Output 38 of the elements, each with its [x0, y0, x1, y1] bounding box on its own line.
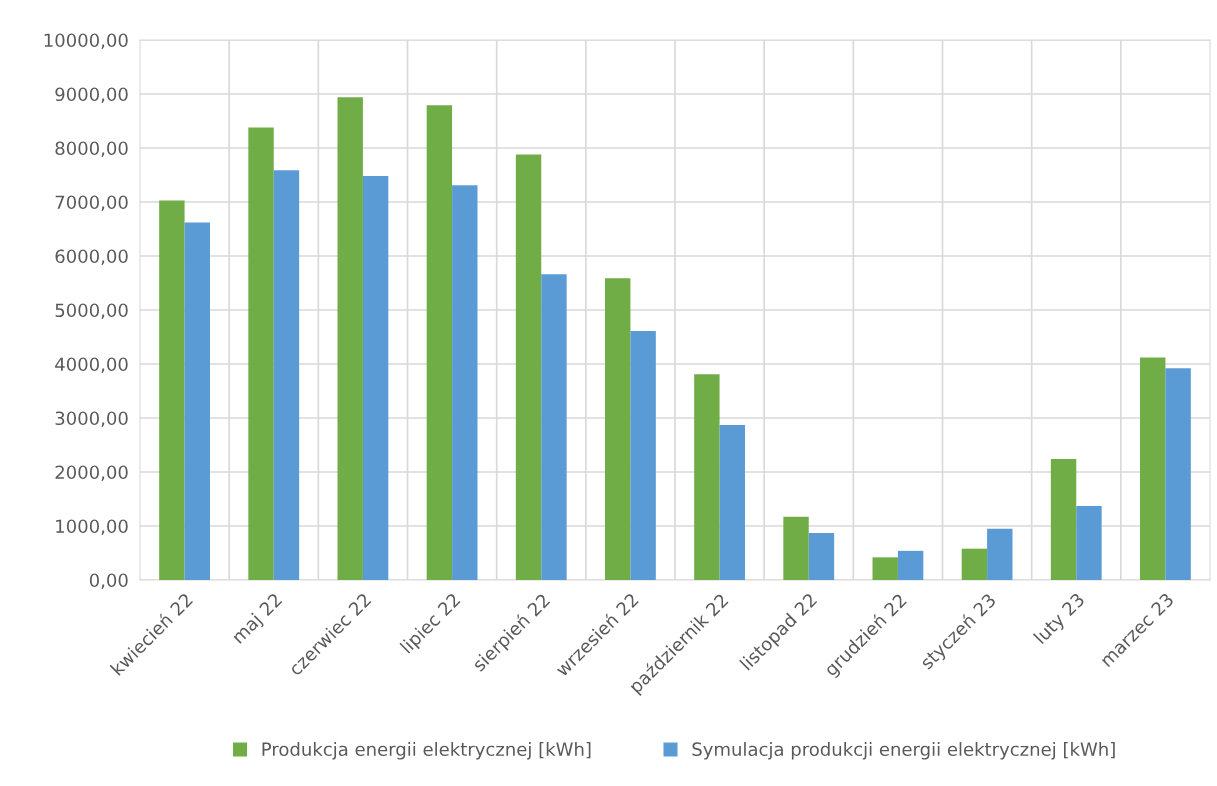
y-tick-label: 8000,00	[55, 141, 128, 157]
bar	[273, 170, 300, 580]
bar	[362, 176, 389, 580]
y-tick-label: 9000,00	[55, 87, 128, 103]
bar	[1140, 357, 1166, 580]
legend-label: Symulacja produkcji energii elektrycznej [kWh]	[692, 742, 1115, 760]
bar	[808, 533, 835, 580]
bar	[541, 274, 567, 580]
x-tick-label: luty 23	[1032, 592, 1088, 647]
bar	[159, 200, 185, 580]
bar	[897, 550, 924, 580]
bar	[515, 154, 542, 580]
y-tick-label: 1000,00	[56, 519, 128, 535]
bar	[872, 557, 898, 580]
bar	[605, 278, 631, 580]
bar	[248, 127, 274, 580]
y-tick-label: 2000,00	[55, 465, 128, 481]
y-tick-label: 10000,00	[44, 33, 128, 49]
bar	[337, 97, 363, 580]
bar	[1050, 459, 1077, 580]
y-tick-label: 7000,00	[55, 195, 128, 211]
y-tick-label: 6000,00	[55, 249, 128, 265]
bar	[1076, 506, 1102, 580]
y-tick-label: 4000,00	[55, 357, 128, 373]
bar	[783, 516, 809, 580]
bar	[961, 548, 988, 580]
bar	[719, 425, 745, 580]
y-tick-label: 0,00	[89, 573, 128, 589]
bar	[630, 331, 656, 580]
bar	[1165, 368, 1191, 580]
bar	[426, 105, 453, 580]
legend-label: Produkcja energii elektrycznej [kWh]	[262, 742, 591, 760]
y-tick-label: 3000,00	[55, 411, 128, 427]
bar	[987, 528, 1013, 580]
bar	[452, 185, 478, 580]
bar	[184, 222, 210, 580]
bar	[694, 374, 720, 580]
y-tick-label: 5000,00	[55, 303, 128, 319]
